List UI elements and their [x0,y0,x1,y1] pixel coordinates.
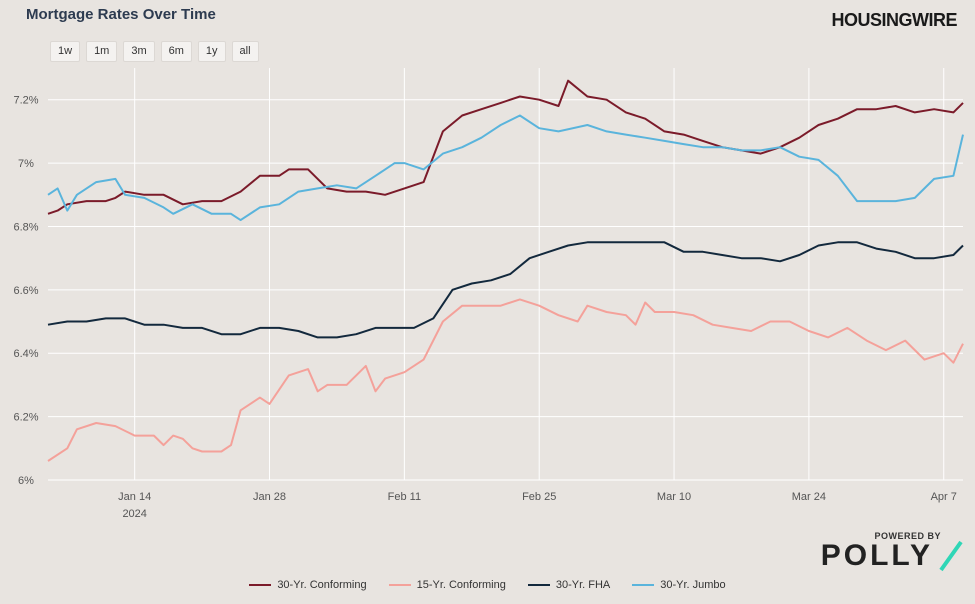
y-tick-label: 6.6% [13,285,38,297]
x-tick-sublabel: 2024 [122,508,146,520]
y-tick-label: 6.8% [13,221,38,233]
range-selector: 1w 1m 3m 6m 1y all [50,41,259,62]
y-tick-label: 7.2% [13,95,38,107]
range-button-1y[interactable]: 1y [197,41,226,62]
series-line-30-yr-fha [47,241,964,339]
x-tick-label: Feb 11 [388,491,421,503]
legend-label: 30-Yr. FHA [555,579,611,591]
chart-title: Mortgage Rates Over Time [26,6,216,23]
range-button-1w[interactable]: 1w [50,41,81,62]
legend-item[interactable]: 30-Yr. FHA [527,579,611,591]
polly-slash-icon [939,540,963,572]
y-tick-label: 6.4% [13,348,38,360]
x-tick-label: Jan 14 [118,491,151,503]
x-tick-label: Jan 28 [253,491,286,503]
legend-swatch [632,584,655,586]
range-button-3m[interactable]: 3m [123,41,155,62]
powered-by-label: POWERED BY [874,531,941,541]
legend-item[interactable]: 30-Yr. Conforming [249,579,367,591]
legend-item[interactable]: 15-Yr. Conforming [388,579,506,591]
x-tick-label: Apr 7 [931,491,957,503]
legend-label: 30-Yr. Jumbo [660,579,726,591]
legend-swatch [388,584,411,586]
legend-item[interactable]: 30-Yr. Jumbo [632,579,726,591]
series-line-30-yr-conforming [47,79,964,215]
y-tick-label: 6.2% [13,412,38,424]
legend-swatch [527,584,550,586]
series-line-30-yr-jumbo [47,114,964,222]
y-tick-label: 6% [18,475,34,487]
range-button-6m[interactable]: 6m [160,41,192,62]
x-tick-label: Feb 25 [522,491,556,503]
chart-legend: 30-Yr. Conforming 15-Yr. Conforming 30-Yr.… [0,579,975,591]
x-tick-label: Mar 24 [792,491,826,503]
series-line-15-yr-conforming [47,298,964,462]
range-button-1m[interactable]: 1m [86,41,118,62]
legend-swatch [249,584,272,586]
y-tick-label: 7% [18,158,34,170]
legend-label: 30-Yr. Conforming [277,579,367,591]
polly-logo: POLLY [820,539,933,572]
housingwire-logo: HOUSINGWIRE [831,10,957,30]
legend-label: 15-Yr. Conforming [416,579,506,591]
x-tick-label: Mar 10 [657,491,691,503]
range-button-all[interactable]: all [231,41,259,62]
